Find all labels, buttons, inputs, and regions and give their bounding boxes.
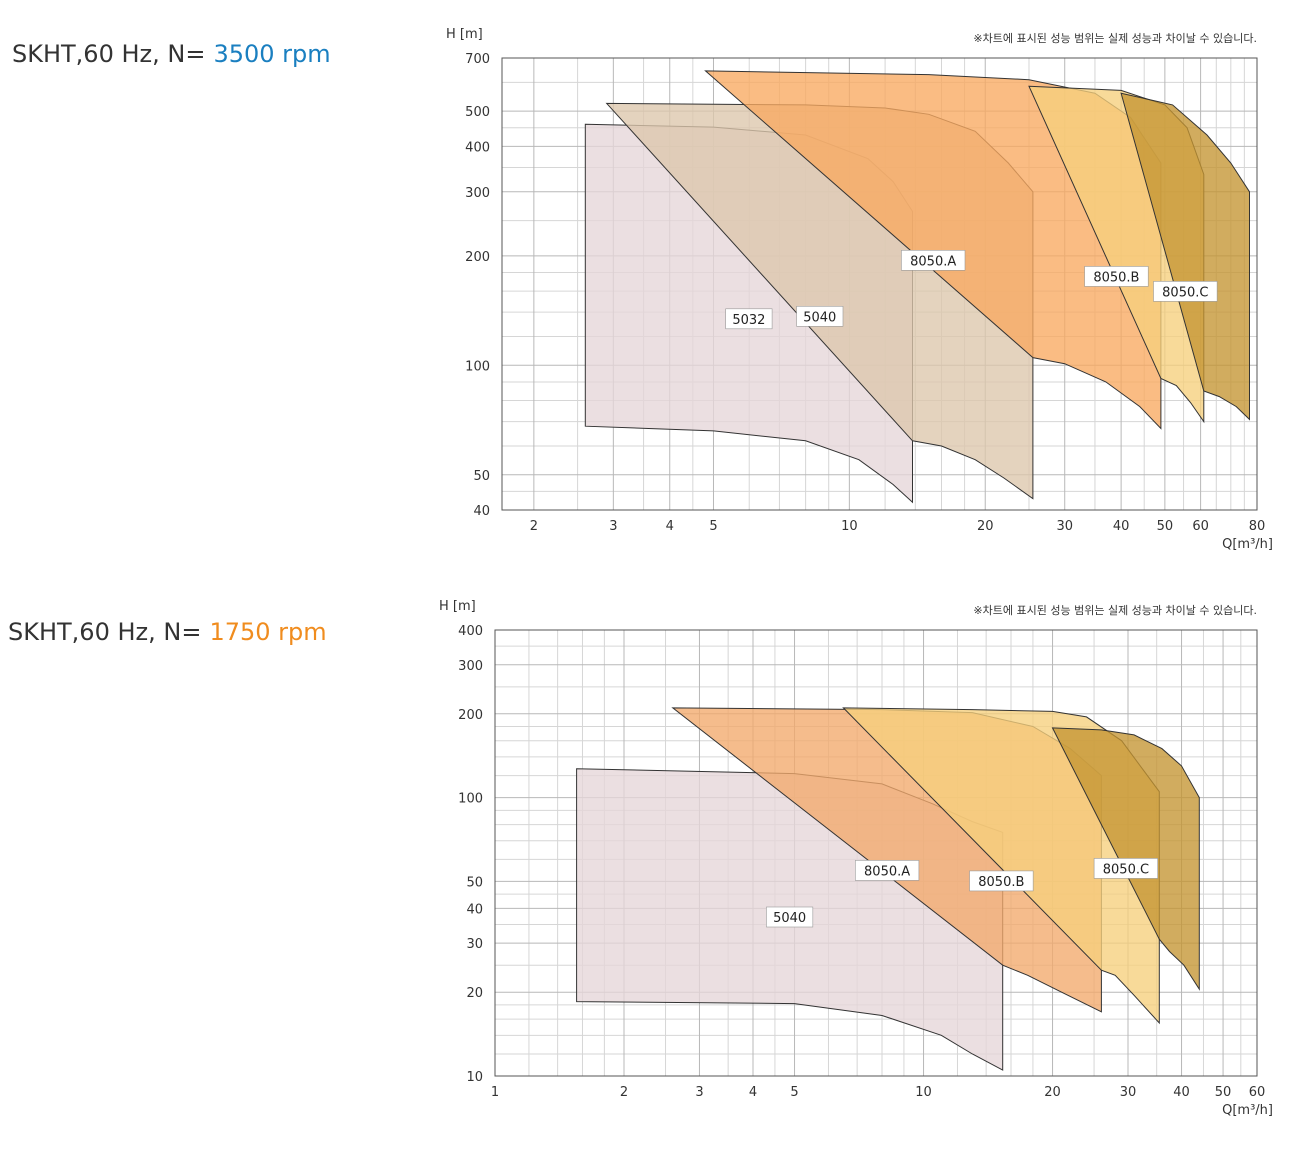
y-tick-label: 10 [466, 1070, 483, 1085]
y-tick-label: 200 [458, 708, 483, 723]
x-tick-label: 20 [1044, 1085, 1061, 1100]
series-label: 8050.C [1103, 862, 1149, 877]
x-tick-label: 4 [749, 1085, 757, 1100]
chart-block-1750: SKHT,60 Hz, N= 1750 rpm 5040 8050.A 8050.B 8… [0, 580, 1300, 1154]
y-axis-label: H [m] [439, 599, 476, 614]
series-label: 8050.B [1093, 270, 1139, 285]
x-tick-label: 50 [1215, 1085, 1232, 1100]
series-label: 8050.C [1162, 285, 1208, 300]
series-label-box [766, 906, 814, 928]
y-tick-label: 40 [466, 902, 483, 917]
series-label-box [725, 308, 773, 330]
series-label: 5040 [803, 310, 836, 325]
y-tick-label: 500 [465, 105, 490, 120]
series-label-box [1153, 281, 1218, 302]
x-axis-label: Q[m³/h] [1222, 537, 1273, 552]
x-tick-label: 4 [666, 519, 674, 534]
x-tick-label: 20 [977, 519, 994, 534]
series-area-8050.C [1120, 92, 1250, 421]
x-tick-label: 80 [1249, 519, 1266, 534]
x-tick-label: 3 [609, 519, 617, 534]
x-tick-label: 2 [620, 1085, 628, 1100]
chart-heading: SKHT,60 Hz, N= 1750 rpm [8, 618, 327, 646]
heading-rpm: 3500 rpm [213, 40, 331, 68]
y-tick-label: 50 [466, 875, 483, 890]
series-label: 5032 [732, 313, 765, 328]
x-tick-label: 5 [709, 519, 717, 534]
y-tick-label: 200 [465, 250, 490, 265]
series-label: 8050.A [864, 864, 910, 879]
series-label-box [1093, 858, 1159, 879]
chart-note: ※차트에 표시된 성능 범위는 실제 성능과 차이날 수 있습니다. [973, 32, 1257, 45]
y-tick-label: 20 [466, 986, 483, 1001]
series-label-box [901, 250, 966, 271]
y-tick-label: 100 [458, 792, 483, 807]
x-tick-label: 3 [695, 1085, 703, 1100]
x-tick-label: 30 [1056, 519, 1073, 534]
series-label-box [969, 870, 1034, 892]
series-label-box [854, 860, 920, 881]
y-axis-label: H [m] [446, 27, 483, 42]
x-tick-label: 60 [1249, 1085, 1266, 1100]
x-tick-label: 40 [1113, 519, 1130, 534]
x-axis-label: Q[m³/h] [1222, 1103, 1273, 1118]
heading-prefix: SKHT,60 Hz, N= [12, 40, 206, 68]
y-tick-label: 300 [458, 659, 483, 674]
y-tick-label: 400 [458, 624, 483, 639]
x-tick-label: 2 [530, 519, 538, 534]
y-tick-label: 50 [473, 469, 490, 484]
series-label-box [1084, 266, 1149, 287]
plot-frame [494, 629, 1258, 1077]
chart-note: ※차트에 표시된 성능 범위는 실제 성능과 차이날 수 있습니다. [973, 604, 1257, 617]
x-tick-label: 10 [915, 1085, 932, 1100]
plot-frame [501, 57, 1258, 511]
chart-block-3500: SKHT,60 Hz, N= 3500 rpm 5032 5040 8050.A 805… [0, 0, 1300, 570]
series-label: 5040 [773, 911, 806, 926]
x-tick-label: 40 [1173, 1085, 1190, 1100]
y-tick-label: 30 [466, 937, 483, 952]
x-tick-label: 50 [1157, 519, 1174, 534]
x-tick-label: 5 [790, 1085, 798, 1100]
y-tick-label: 400 [465, 140, 490, 155]
y-tick-label: 100 [465, 359, 490, 374]
y-tick-label: 40 [473, 504, 490, 519]
series-label: 8050.A [910, 254, 956, 269]
series-label-box [796, 305, 844, 327]
x-tick-label: 10 [841, 519, 858, 534]
y-tick-label: 700 [465, 52, 490, 67]
y-tick-label: 300 [465, 186, 490, 201]
series-label: 8050.B [978, 875, 1024, 890]
x-tick-label: 60 [1192, 519, 1209, 534]
heading-rpm: 1750 rpm [209, 618, 327, 646]
x-tick-label: 1 [491, 1085, 499, 1100]
chart-heading: SKHT,60 Hz, N= 3500 rpm [12, 40, 331, 68]
heading-prefix: SKHT,60 Hz, N= [8, 618, 202, 646]
x-tick-label: 30 [1120, 1085, 1137, 1100]
